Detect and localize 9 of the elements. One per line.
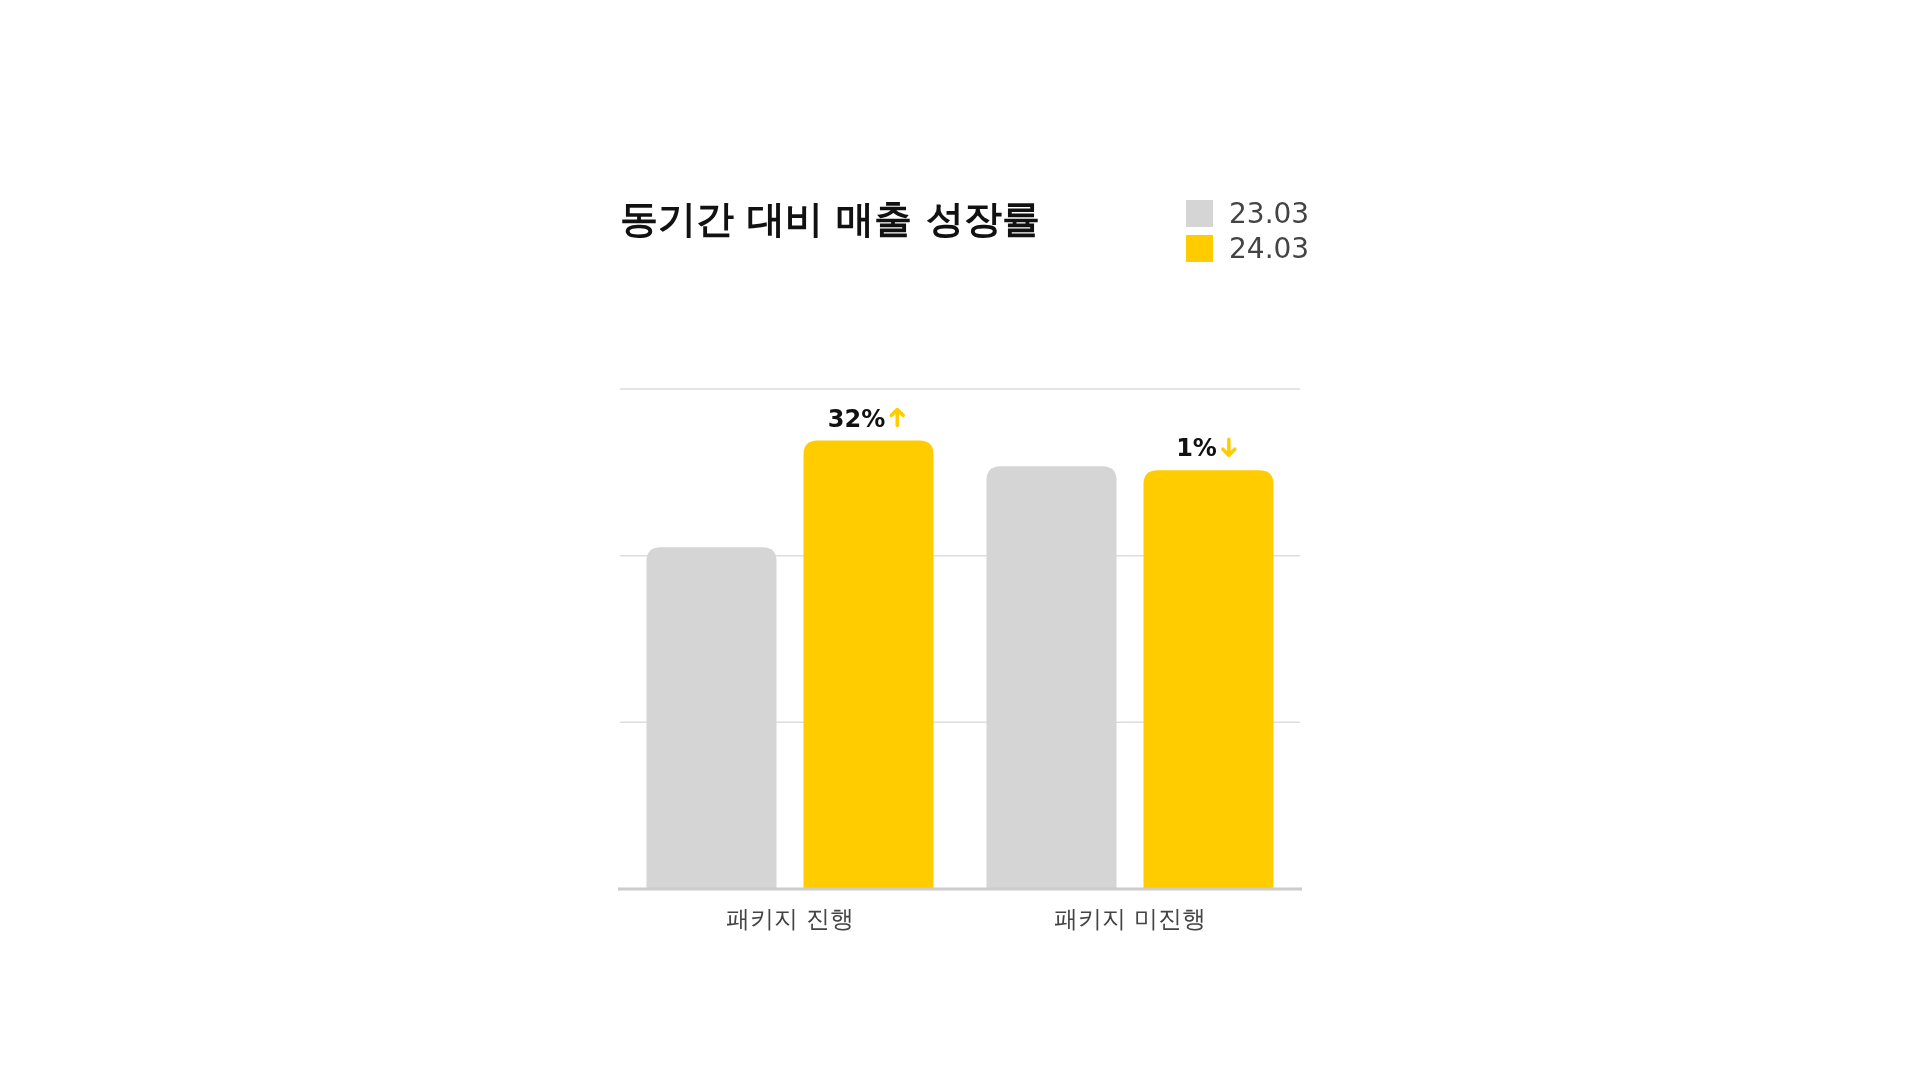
- legend-label: 23.03: [1229, 197, 1310, 230]
- x-tick-label: 패키지 미진행: [1054, 905, 1206, 933]
- legend-label: 24.03: [1229, 232, 1310, 265]
- chart-title: 동기간 대비 매출 성장률: [620, 197, 1040, 241]
- bar: [1143, 470, 1274, 889]
- x-tick-label: 패키지 진행: [726, 905, 854, 933]
- annotation: 1%: [1176, 434, 1217, 463]
- text: 32%: [827, 404, 886, 433]
- bar: [803, 440, 934, 889]
